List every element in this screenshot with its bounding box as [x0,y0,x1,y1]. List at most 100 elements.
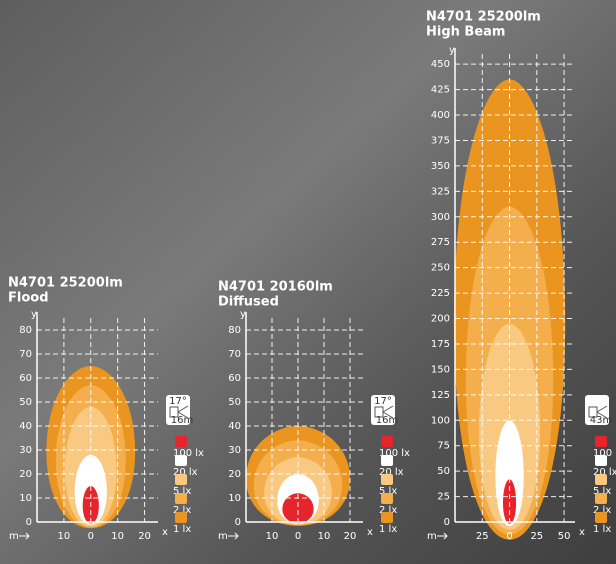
x-axis-label: x [162,527,168,538]
legend-swatch [595,474,607,485]
y-tick-label: 300 [431,212,450,223]
unit-label: m [9,531,19,542]
unit-arrow [437,532,448,540]
legend-label: 1 lx [173,524,191,535]
icon-angle: 17° [169,396,187,407]
icon-distance: 16m [376,415,398,426]
y-tick-label: 200 [431,314,450,325]
y-tick-label: 20 [228,469,241,480]
legend-label: 100 lx [379,448,410,459]
legend-swatch [175,436,187,447]
x-tick-label: 25 [530,531,543,542]
mount-icon-glyph [588,405,608,419]
y-tick-label: 10 [228,493,241,504]
y-tick-label: 50 [437,466,450,477]
x-tick-label: 20 [138,531,151,542]
y-tick-label: 425 [431,85,450,96]
y-tick-label: 70 [228,349,241,360]
x-tick-label: 10 [318,531,331,542]
legend-label: 2 lx [379,505,397,516]
unit-label: m [218,531,228,542]
x-axis-label: x [579,527,585,538]
chart-subtitle: Diffused [218,295,279,310]
legend-swatch [381,493,393,504]
isolux-contour [503,479,517,524]
legend-label: 2 lx [173,505,191,516]
legend-swatch [595,493,607,504]
legend-swatch [595,512,607,523]
legend-label: 5 lx [379,486,397,497]
legend-label: 5 lx [593,486,611,497]
y-tick-label: 0 [26,517,32,528]
chart-subtitle: High Beam [426,25,505,40]
y-tick-label: 450 [431,59,450,70]
icon-distance: 43m [590,415,612,426]
y-tick-label: 325 [431,186,450,197]
x-tick-label: 50 [558,531,571,542]
legend-label: 5 lx [173,486,191,497]
y-axis-label: y [31,309,37,320]
x-tick-label: 10 [266,531,279,542]
legend-swatch [175,474,187,485]
y-tick-label: 70 [19,349,32,360]
legend-swatch [175,512,187,523]
chart-title: N4701 20160lm [218,280,333,295]
y-tick-label: 80 [228,325,241,336]
y-tick-label: 275 [431,237,450,248]
y-tick-label: 40 [19,421,32,432]
y-tick-label: 225 [431,288,450,299]
legend-swatch [381,455,393,466]
legend-swatch [175,455,187,466]
y-tick-label: 30 [228,445,241,456]
x-tick-label: 0 [295,531,301,542]
mount-icon-glyph [374,405,394,419]
x-tick-label: 10 [111,531,124,542]
legend-label: 20 lx [593,467,616,478]
unit-arrow [228,532,239,540]
icon-angle: 17° [374,396,392,407]
y-tick-label: 40 [228,421,241,432]
x-axis-label: x [367,527,373,538]
chart-subtitle: Flood [8,291,49,306]
y-tick-label: 100 [431,415,450,426]
y-tick-label: 375 [431,135,450,146]
x-tick-label: 10 [58,531,71,542]
y-tick-label: 350 [431,161,450,172]
mount-icon-glyph [169,405,189,419]
y-tick-label: 125 [431,390,450,401]
y-tick-label: 60 [19,373,32,384]
legend-label: 1 lx [379,524,397,535]
y-tick-label: 400 [431,110,450,121]
y-tick-label: 80 [19,325,32,336]
y-tick-label: 250 [431,263,450,274]
legend-swatch [595,455,607,466]
y-axis-label: y [240,309,246,320]
y-axis-label: y [449,45,455,56]
legend-swatch [381,512,393,523]
y-tick-label: 0 [444,517,450,528]
legend-swatch [381,474,393,485]
unit-arrow [19,532,30,540]
legend-swatch [175,493,187,504]
x-tick-label: 0 [506,531,512,542]
icon-distance: 16m [171,415,193,426]
x-tick-label: 25 [476,531,489,542]
y-tick-label: 10 [19,493,32,504]
unit-label: m [427,531,437,542]
y-tick-label: 25 [437,492,450,503]
y-tick-label: 20 [19,469,32,480]
chart-title: N4701 25200lm [8,276,123,291]
chart-title: N4701 25200lm [426,10,541,25]
y-tick-label: 175 [431,339,450,350]
isolux-contour [282,493,314,524]
x-tick-label: 0 [88,531,94,542]
y-tick-label: 150 [431,364,450,375]
y-tick-label: 60 [228,373,241,384]
legend-label: 20 lx [379,467,404,478]
legend-label: 1 lx [593,524,611,535]
y-tick-label: 50 [228,397,241,408]
y-tick-label: 0 [235,517,241,528]
y-tick-label: 75 [437,441,450,452]
legend-swatch [381,436,393,447]
